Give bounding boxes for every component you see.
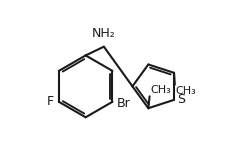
Text: CH₃: CH₃: [150, 85, 171, 95]
Text: CH₃: CH₃: [176, 86, 196, 96]
Text: NH₂: NH₂: [92, 27, 116, 40]
Text: Br: Br: [116, 97, 130, 110]
Text: S: S: [178, 93, 186, 106]
Text: F: F: [47, 95, 54, 108]
